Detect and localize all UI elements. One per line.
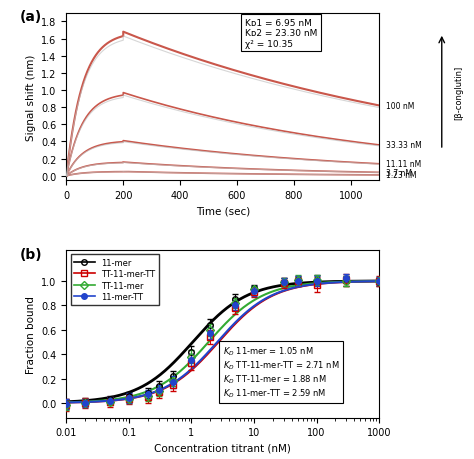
Text: [β-conglutin]: [β-conglutin] (454, 65, 463, 119)
Text: Kᴅ1 = 6.95 nM
Kᴅ2 = 23.30 nM
χ² = 10.35: Kᴅ1 = 6.95 nM Kᴅ2 = 23.30 nM χ² = 10.35 (245, 19, 317, 49)
X-axis label: Concentration titrant (nM): Concentration titrant (nM) (155, 443, 291, 453)
Y-axis label: Fraction bound: Fraction bound (26, 296, 36, 373)
Text: (a): (a) (19, 11, 42, 24)
Text: 33.33 nM: 33.33 nM (386, 141, 422, 150)
Text: (b): (b) (19, 247, 42, 262)
Text: 1.23 nM: 1.23 nM (386, 171, 417, 180)
Text: 11.11 nM: 11.11 nM (386, 160, 421, 169)
Text: 3.7 nM: 3.7 nM (386, 168, 412, 178)
Text: 100 nM: 100 nM (386, 102, 415, 111)
Text: $K_D$ 11-mer = 1.05 nM
$K_D$ TT-11-mer-TT = 2.71 nM
$K_D$ TT-11-mer = 1.88 nM
$K: $K_D$ 11-mer = 1.05 nM $K_D$ TT-11-mer-T… (223, 344, 339, 399)
X-axis label: Time (sec): Time (sec) (196, 206, 250, 216)
Y-axis label: Signal shift (nm): Signal shift (nm) (26, 54, 36, 140)
Legend: 11-mer, TT-11-mer-TT, TT-11-mer, 11-mer-TT: 11-mer, TT-11-mer-TT, TT-11-mer, 11-mer-… (71, 255, 159, 305)
